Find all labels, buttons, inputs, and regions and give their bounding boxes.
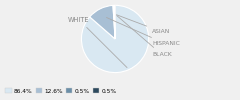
Wedge shape [114,5,115,39]
Wedge shape [90,5,115,39]
Text: WHITE: WHITE [68,17,127,68]
Wedge shape [113,5,115,39]
Text: HISPANIC: HISPANIC [107,18,180,46]
Wedge shape [81,5,149,73]
Legend: 86.4%, 12.6%, 0.5%, 0.5%: 86.4%, 12.6%, 0.5%, 0.5% [3,86,119,96]
Text: BLACK: BLACK [117,16,172,57]
Text: ASIAN: ASIAN [116,15,170,34]
